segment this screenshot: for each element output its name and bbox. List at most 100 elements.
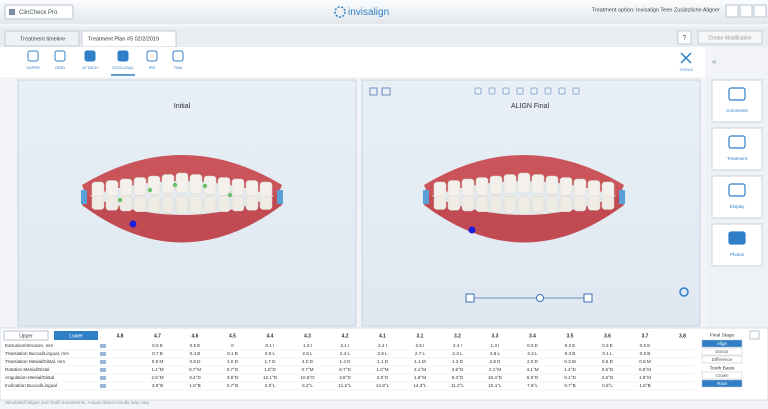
side-button[interactable] — [711, 127, 763, 171]
cell: 10.8°D — [300, 375, 315, 380]
upper-tooth — [559, 177, 573, 196]
tooth-number: 4.7 — [154, 333, 161, 339]
view-tool[interactable] — [558, 87, 566, 95]
upper-tooth — [189, 174, 203, 194]
tool-icon[interactable] — [146, 50, 158, 62]
lower-tooth — [461, 195, 475, 212]
cell: 3.9°B — [152, 383, 163, 388]
view-tool[interactable] — [530, 87, 538, 95]
cell: 1.8°B — [639, 383, 650, 388]
table-area — [0, 327, 768, 401]
cell: 1.4 D — [340, 359, 352, 364]
tool-icon[interactable] — [27, 50, 39, 62]
cell: 2.4 L — [340, 351, 351, 356]
upper-tooth — [573, 178, 587, 197]
close-table-button[interactable] — [749, 330, 760, 340]
cell: 2.1°M — [489, 367, 501, 372]
upper-tooth — [461, 178, 475, 197]
attachment-dot — [172, 182, 178, 188]
tools-icon[interactable] — [680, 52, 692, 64]
upper-tooth — [217, 177, 231, 196]
row-label: Rotation Mesial/Distal — [5, 367, 49, 372]
cell: 1.3 I — [491, 343, 500, 348]
upper-tooth — [105, 180, 119, 197]
cell: 2.3 L — [527, 351, 538, 356]
cell: 1.3 D — [452, 359, 464, 364]
row-icon — [100, 352, 106, 356]
cell: 4.1°M — [526, 367, 538, 372]
final-viewport[interactable] — [361, 79, 701, 327]
tooth-number: 3.6 — [604, 333, 611, 339]
tooth-number: 3.3 — [492, 333, 499, 339]
view-tool[interactable] — [474, 87, 482, 95]
tooth-number: 3.1 — [417, 333, 424, 339]
stage-option[interactable] — [701, 355, 743, 364]
cell: 0.8 L — [265, 351, 276, 356]
lower-tooth — [503, 195, 517, 214]
tool-icon[interactable] — [172, 50, 184, 62]
stage-option[interactable] — [701, 339, 743, 348]
close-button[interactable] — [753, 4, 767, 18]
cell: 14.3°L — [413, 383, 427, 388]
cell: 6.3°D — [452, 375, 464, 380]
tool-icon[interactable] — [54, 50, 66, 62]
tool-icon[interactable] — [84, 50, 96, 62]
lower-button[interactable] — [54, 331, 98, 340]
maximize-button[interactable] — [739, 4, 753, 18]
lower-tooth — [517, 195, 531, 215]
basis-option[interactable] — [701, 379, 743, 388]
app-button[interactable] — [4, 4, 74, 20]
cell: 4.0 D — [302, 359, 314, 364]
slider-start[interactable] — [465, 293, 475, 303]
recenter-icon[interactable] — [679, 287, 689, 297]
lower-tooth — [259, 195, 273, 210]
side-button[interactable] — [711, 79, 763, 123]
view-tool[interactable] — [488, 87, 496, 95]
cell: 1.0°M — [376, 367, 388, 372]
attachment — [277, 190, 283, 204]
tool-icon[interactable] — [117, 50, 129, 62]
lower-tooth — [175, 195, 189, 215]
cell: 8.2°L — [302, 383, 313, 388]
upper-tooth — [447, 180, 461, 197]
cell: 0.1 I — [266, 343, 275, 348]
upper-tooth — [91, 181, 105, 198]
basis-option[interactable] — [701, 371, 743, 380]
view-tool[interactable] — [502, 87, 510, 95]
timeline-tab[interactable] — [4, 30, 80, 47]
upper-tooth — [245, 180, 259, 197]
side-button[interactable] — [711, 223, 763, 267]
cell: 0.7 B — [152, 351, 163, 356]
create-modification-label: Create Modification — [708, 35, 751, 41]
collapse-arrow[interactable]: « — [712, 57, 717, 66]
slider-end[interactable] — [583, 293, 593, 303]
cell: 0.7°D — [227, 367, 239, 372]
cell: 0.9 M — [152, 359, 164, 364]
create-modification-button[interactable] — [697, 30, 763, 45]
lower-tooth — [475, 195, 489, 212]
upper-button[interactable] — [3, 330, 49, 341]
attachment-dot — [227, 192, 233, 198]
upper-tooth — [133, 177, 147, 196]
cell: 16.4°D — [488, 375, 503, 380]
tooth-number: 4.2 — [342, 333, 349, 339]
slider-handle[interactable] — [536, 294, 544, 302]
view-tool[interactable] — [544, 87, 552, 95]
stage-option[interactable] — [701, 347, 743, 356]
app-icon — [9, 9, 15, 15]
view-tool[interactable] — [572, 87, 580, 95]
help-button[interactable] — [677, 30, 692, 45]
cell: 0.6 D — [602, 359, 614, 364]
cell: 2.5°M — [151, 375, 163, 380]
tooth-number: 3.8 — [679, 333, 686, 339]
minimize-button[interactable] — [725, 4, 739, 18]
split-view-icon[interactable] — [381, 87, 391, 96]
side-button[interactable] — [711, 175, 763, 219]
cell: 0.1°D — [564, 375, 576, 380]
single-view-icon[interactable] — [369, 87, 378, 96]
upper-tooth — [587, 180, 601, 197]
row-icon — [100, 344, 106, 348]
view-tool[interactable] — [516, 87, 524, 95]
upper-tooth — [175, 172, 189, 194]
side-icon — [728, 183, 746, 197]
